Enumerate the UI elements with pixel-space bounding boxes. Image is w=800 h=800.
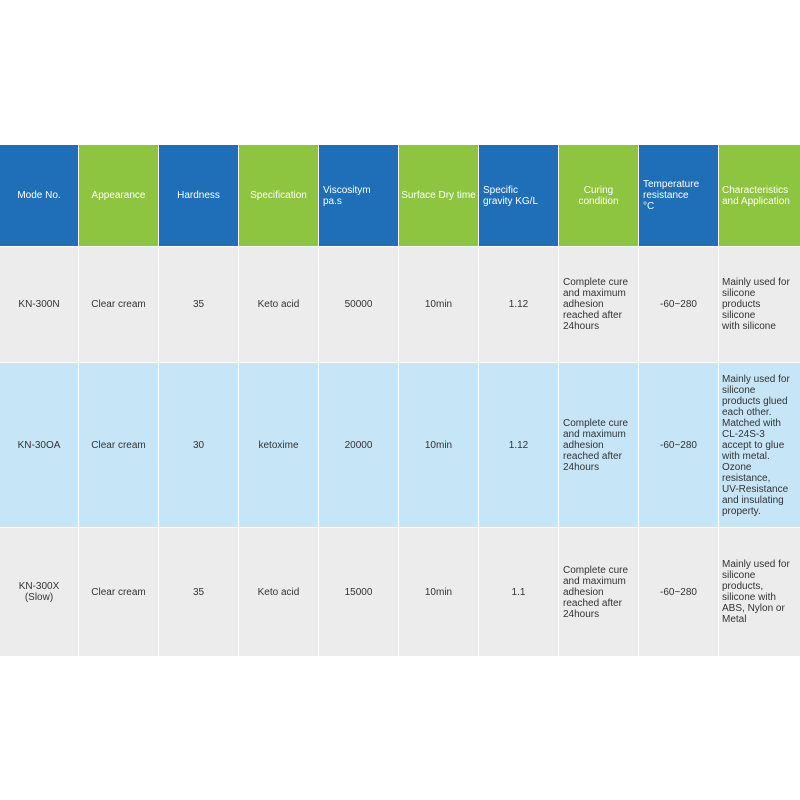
cell-hardness: 30 — [159, 363, 239, 527]
cell-temperature-resistance: -60~280 — [639, 247, 719, 362]
header-characteristics: Characteristics and Application — [719, 145, 800, 246]
cell-surface-dry-time: 10min — [399, 247, 479, 362]
cell-surface-dry-time: 10min — [399, 363, 479, 527]
cell-specific-gravity: 1.12 — [479, 247, 559, 362]
cell-curing-condition: Complete cure and maximum adhesion reach… — [559, 528, 639, 656]
cell-mode-no: KN-30OA — [0, 363, 79, 527]
table-row: KN-300N Clear cream 35 Keto acid 50000 1… — [0, 246, 800, 362]
header-hardness: Hardness — [159, 145, 239, 246]
header-specification: Specification — [239, 145, 319, 246]
cell-temperature-resistance: -60~280 — [639, 528, 719, 656]
cell-specification: ketoxime — [239, 363, 319, 527]
table-row: KN-30OA Clear cream 30 ketoxime 20000 10… — [0, 362, 800, 527]
cell-curing-condition: Complete cure and maximum adhesion reach… — [559, 363, 639, 527]
header-surface-dry-time: Surface Dry time — [399, 145, 479, 246]
cell-appearance: Clear cream — [79, 528, 159, 656]
cell-mode-no: KN-300X (Slow) — [0, 528, 79, 656]
cell-characteristics: Mainly used for silicone products glued … — [722, 373, 790, 517]
cell-hardness: 35 — [159, 528, 239, 656]
cell-specific-gravity: 1.12 — [479, 363, 559, 527]
cell-viscosity: 50000 — [319, 247, 399, 362]
header-specific-gravity: Specific gravity KG/L — [479, 145, 559, 246]
cell-viscosity: 15000 — [319, 528, 399, 656]
table-row: KN-300X (Slow) Clear cream 35 Keto acid … — [0, 527, 800, 656]
header-appearance: Appearance — [79, 145, 159, 246]
cell-characteristics: Mainly used for silicone products, silic… — [722, 559, 790, 625]
cell-appearance: Clear cream — [79, 363, 159, 527]
cell-surface-dry-time: 10min — [399, 528, 479, 656]
cell-hardness: 35 — [159, 247, 239, 362]
cell-specification: Keto acid — [239, 247, 319, 362]
cell-curing-condition: Complete cure and maximum adhesion reach… — [559, 247, 639, 362]
cell-specification: Keto acid — [239, 528, 319, 656]
cell-appearance: Clear cream — [79, 247, 159, 362]
cell-temperature-resistance: -60~280 — [639, 363, 719, 527]
header-mode-no: Mode No. — [0, 145, 79, 246]
cell-viscosity: 20000 — [319, 363, 399, 527]
cell-specific-gravity: 1.1 — [479, 528, 559, 656]
spec-table: Mode No. Appearance Hardness Specificati… — [0, 145, 800, 656]
table-header-row: Mode No. Appearance Hardness Specificati… — [0, 145, 800, 246]
cell-mode-no: KN-300N — [0, 247, 79, 362]
cell-characteristics: Mainly used for silicone products silico… — [722, 277, 790, 332]
header-curing-condition: Curing condition — [559, 145, 639, 246]
header-temperature-resistance: Temperature resistance °C — [639, 145, 719, 246]
header-viscosity: Viscositym pa.s — [319, 145, 399, 246]
